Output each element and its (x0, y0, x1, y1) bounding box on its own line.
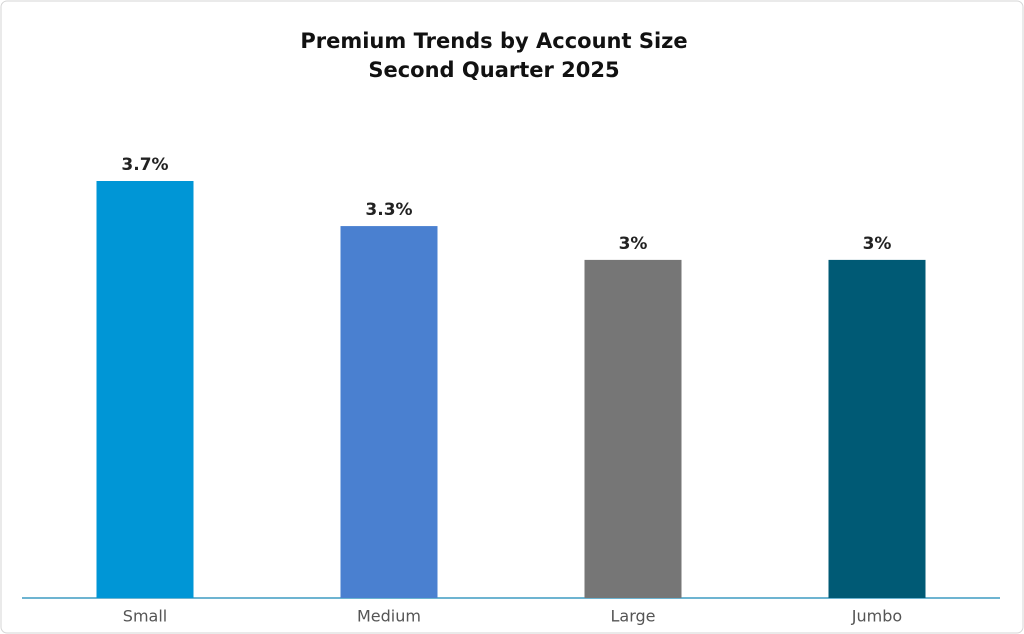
bar (340, 226, 438, 598)
value-label: 3.7% (121, 155, 168, 175)
x-tick-label: Small (123, 607, 167, 626)
value-label: 3.3% (365, 200, 412, 220)
value-label: 3% (863, 234, 892, 254)
chart-title: Premium Trends by Account Size (300, 29, 687, 53)
x-tick-label: Large (610, 607, 655, 626)
x-tick-label: Medium (357, 607, 421, 626)
bar (96, 181, 194, 598)
chart-subtitle: Second Quarter 2025 (368, 58, 619, 82)
bar (828, 259, 926, 598)
value-label: 3% (619, 234, 648, 254)
x-tick-label: Jumbo (851, 607, 902, 626)
bar (584, 259, 682, 598)
